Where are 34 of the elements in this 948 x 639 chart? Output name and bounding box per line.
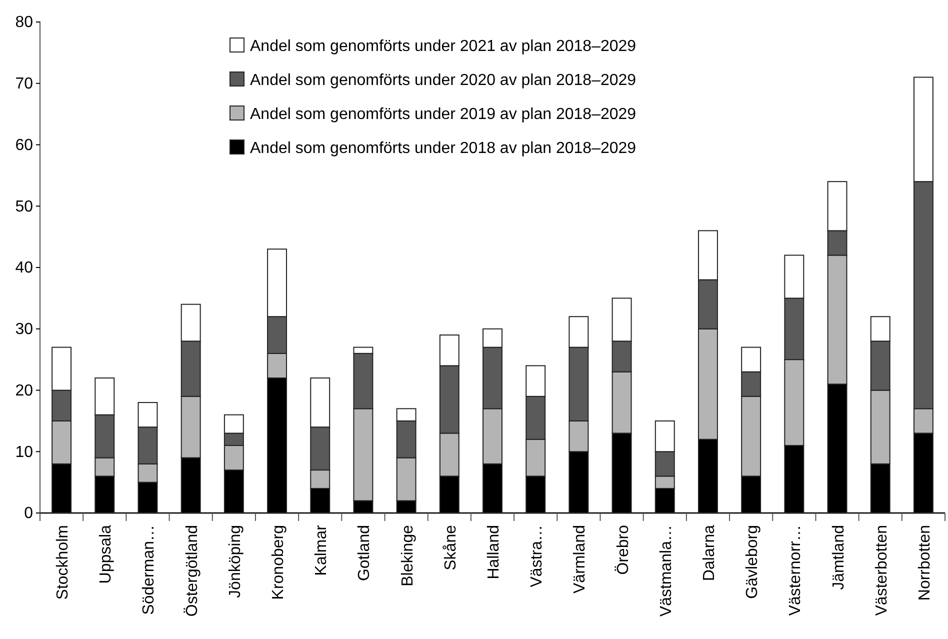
y-tick-label: 80 xyxy=(15,14,34,32)
x-tick-label: Västernorr… xyxy=(787,525,804,616)
x-tick-label: Stockholm xyxy=(54,525,72,600)
y-tick-label: 60 xyxy=(15,136,34,154)
y-tick-label: 20 xyxy=(15,382,34,400)
x-tick-label: Söderman… xyxy=(140,525,158,615)
x-tick-label: Skåne xyxy=(442,524,460,570)
y-tick-label: 30 xyxy=(15,320,34,338)
x-tick-label: Blekinge xyxy=(399,524,416,586)
y-tick-label: 40 xyxy=(15,260,34,277)
x-tick-label: Jämtland xyxy=(830,525,848,590)
x-tick-label: Örebro xyxy=(614,524,632,575)
x-tick-label: Västerbotten xyxy=(873,525,890,616)
x-tick-label: Jönköping xyxy=(226,525,244,598)
x-tick-label: Norrbotten xyxy=(916,525,934,601)
legend-label: Andel som genomförts under 2019 av plan 2018–2029 xyxy=(250,106,636,123)
x-tick-label: Uppsala xyxy=(98,524,115,584)
y-tick-label: 0 xyxy=(24,505,34,522)
y-tick-label: 70 xyxy=(15,75,34,92)
x-tick-label: Dalarna xyxy=(700,524,718,582)
x-tick-label: Kronoberg xyxy=(270,525,288,600)
x-tick-label: Gävleborg xyxy=(744,525,762,599)
x-tick-label: Västra… xyxy=(528,525,546,588)
y-tick-label: 50 xyxy=(15,198,34,216)
y-tick-label: 10 xyxy=(15,444,34,461)
x-tick-label: Västmanla… xyxy=(658,525,675,617)
x-tick-label: Kalmar xyxy=(313,524,330,576)
legend-label: Andel som genomförts under 2020 av plan 2018–2029 xyxy=(250,72,636,89)
legend-label: Andel som genomförts under 2021 av plan 2018–2029 xyxy=(250,38,636,55)
x-tick-label: Östergötland xyxy=(182,525,201,617)
x-tick-label: Värmland xyxy=(572,525,589,594)
x-tick-label: Gotland xyxy=(356,525,374,582)
x-tick-label: Halland xyxy=(486,525,502,580)
legend-label: Andel som genomförts under 2018 av plan 2018–2029 xyxy=(250,140,636,157)
